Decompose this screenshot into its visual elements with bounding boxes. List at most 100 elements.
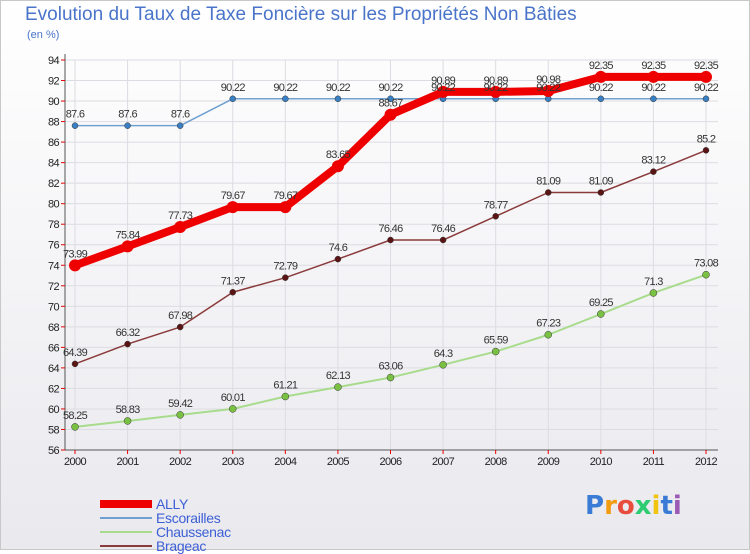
data-label-chaussenac: 62.13 xyxy=(326,370,351,382)
data-point-escorailles xyxy=(597,95,605,103)
data-point-brageac xyxy=(387,236,394,244)
data-label-ally: 88.67 xyxy=(378,98,403,110)
data-point-brageac xyxy=(229,289,236,296)
data-point-brageac xyxy=(702,147,710,154)
legend-swatch xyxy=(100,545,152,547)
data-label-brageac: 81.09 xyxy=(589,175,614,187)
data-label-chaussenac: 67.23 xyxy=(536,318,561,330)
x-tick-label: 2006 xyxy=(379,456,402,468)
data-label-brageac: 76.46 xyxy=(378,223,403,235)
data-label-ally: 83.65 xyxy=(326,149,351,161)
data-point-brageac xyxy=(334,255,342,263)
data-point-brageac xyxy=(545,189,552,196)
data-label-escorailles: 90.22 xyxy=(694,82,719,94)
legend-label: Escorailles xyxy=(156,510,221,526)
series-lines xyxy=(69,70,712,431)
data-label-chaussenac: 65.59 xyxy=(484,335,509,347)
data-point-chaussenac xyxy=(176,411,184,419)
data-label-chaussenac: 61.21 xyxy=(273,380,298,392)
legend-swatch xyxy=(100,517,152,519)
data-label-brageac: 64.39 xyxy=(63,347,88,359)
data-label-brageac: 83.12 xyxy=(641,155,666,167)
data-point-brageac xyxy=(282,274,289,281)
x-tick-label: 2005 xyxy=(327,456,350,468)
data-point-ally xyxy=(384,108,397,121)
y-tick-label: 72 xyxy=(48,281,60,293)
y-tick-label: 84 xyxy=(48,158,60,170)
data-label-ally: 75.84 xyxy=(116,229,141,241)
y-tick-label: 68 xyxy=(48,322,60,334)
y-tick-label: 90 xyxy=(48,96,60,108)
data-label-chaussenac: 58.83 xyxy=(116,404,141,416)
x-tick-label: 2003 xyxy=(222,456,245,468)
x-tick-label: 2007 xyxy=(432,456,455,468)
data-point-brageac xyxy=(650,168,657,175)
x-tick-label: 2000 xyxy=(64,456,87,468)
chart-title: Evolution du Taux de Taxe Foncière sur l… xyxy=(25,4,577,25)
y-tick-label: 58 xyxy=(48,424,60,436)
data-point-escorailles xyxy=(71,122,79,129)
data-label-escorailles: 87.6 xyxy=(118,109,137,121)
data-point-chaussenac xyxy=(71,423,79,431)
data-point-escorailles xyxy=(650,95,657,103)
data-point-chaussenac xyxy=(281,392,290,401)
data-point-ally xyxy=(331,160,344,173)
data-point-escorailles xyxy=(124,122,131,129)
data-label-chaussenac: 69.25 xyxy=(589,297,614,309)
y-tick-label: 92 xyxy=(48,76,60,88)
data-point-brageac xyxy=(71,360,79,368)
y-tick-label: 62 xyxy=(48,383,60,395)
data-label-escorailles: 90.22 xyxy=(273,82,298,94)
data-label-ally: 92.35 xyxy=(641,60,666,72)
data-point-brageac xyxy=(439,236,447,244)
data-point-ally xyxy=(226,201,239,214)
x-tick-label: 2012 xyxy=(695,456,718,468)
data-label-escorailles: 90.22 xyxy=(326,82,351,94)
chart-subtitle: (en %) xyxy=(27,29,60,41)
data-label-ally: 90.98 xyxy=(536,74,561,86)
data-label-ally: 77.73 xyxy=(168,210,193,222)
data-label-escorailles: 90.22 xyxy=(641,82,666,94)
data-label-brageac: 76.46 xyxy=(431,223,456,235)
data-point-ally xyxy=(437,85,450,98)
data-label-ally: 90.89 xyxy=(484,75,509,87)
data-label-chaussenac: 58.25 xyxy=(63,410,88,422)
y-tick-label: 74 xyxy=(48,260,60,272)
y-tick-label: 82 xyxy=(48,178,60,190)
x-tick-label: 2011 xyxy=(643,456,665,468)
y-tick-label: 64 xyxy=(48,363,60,375)
data-label-escorailles: 87.6 xyxy=(66,109,85,121)
data-label-escorailles: 90.22 xyxy=(589,82,614,94)
data-point-chaussenac xyxy=(702,270,710,279)
data-label-ally: 92.35 xyxy=(694,60,719,72)
data-point-brageac xyxy=(124,340,131,348)
y-tick-label: 60 xyxy=(48,404,60,416)
legend-swatch xyxy=(100,500,152,508)
x-tick-label: 2009 xyxy=(537,456,560,468)
data-label-escorailles: 90.22 xyxy=(378,82,403,94)
data-point-chaussenac xyxy=(649,289,658,297)
data-label-escorailles: 90.22 xyxy=(536,82,561,94)
data-label-chaussenac: 71.3 xyxy=(644,276,663,288)
legend-label: Chaussenac xyxy=(156,524,231,540)
grid-lines xyxy=(65,59,718,451)
data-label-chaussenac: 59.42 xyxy=(168,398,193,410)
data-label-ally: 79.67 xyxy=(221,190,246,202)
y-tick-label: 86 xyxy=(48,137,60,149)
data-point-ally xyxy=(279,201,292,214)
data-label-chaussenac: 73.08 xyxy=(694,258,719,270)
data-point-escorailles xyxy=(387,95,394,103)
x-tick-label: 2010 xyxy=(590,456,613,468)
y-tick-label: 56 xyxy=(48,445,60,457)
data-label-escorailles: 90.22 xyxy=(221,82,246,94)
data-label-escorailles: 90.22 xyxy=(484,82,509,94)
data-point-ally xyxy=(69,259,81,272)
x-tick-label: 2001 xyxy=(117,456,140,468)
data-point-chaussenac xyxy=(123,417,132,425)
data-label-brageac: 81.09 xyxy=(536,175,561,187)
data-label-brageac: 67.98 xyxy=(168,310,193,322)
data-point-brageac xyxy=(492,213,499,220)
data-point-brageac xyxy=(597,189,605,196)
data-point-escorailles xyxy=(282,95,289,103)
